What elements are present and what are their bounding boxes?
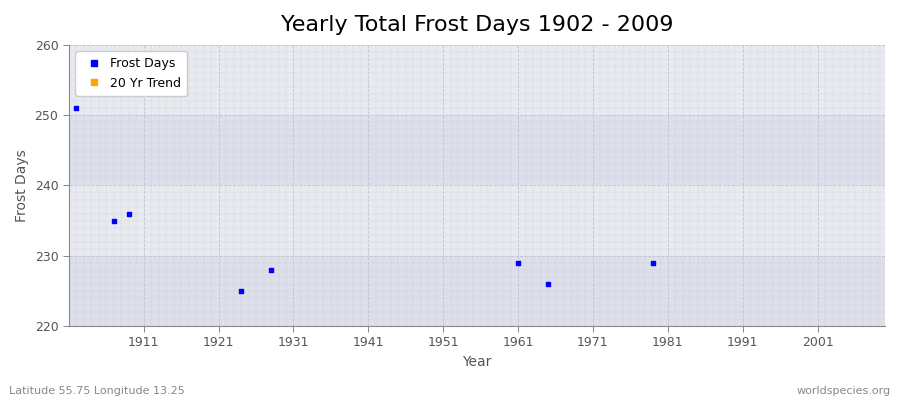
Title: Yearly Total Frost Days 1902 - 2009: Yearly Total Frost Days 1902 - 2009 — [281, 15, 673, 35]
Point — [69, 105, 84, 111]
Y-axis label: Frost Days: Frost Days — [15, 149, 29, 222]
Point — [234, 288, 248, 294]
Point — [541, 281, 555, 287]
Text: Latitude 55.75 Longitude 13.25: Latitude 55.75 Longitude 13.25 — [9, 386, 184, 396]
Bar — [68, 256, 885, 326]
Point — [264, 266, 278, 273]
X-axis label: Year: Year — [463, 355, 491, 369]
Text: worldspecies.org: worldspecies.org — [796, 386, 891, 396]
Point — [645, 260, 660, 266]
Point — [122, 210, 136, 217]
Legend: Frost Days, 20 Yr Trend: Frost Days, 20 Yr Trend — [75, 51, 187, 96]
Point — [511, 260, 526, 266]
Point — [106, 218, 121, 224]
Bar — [68, 115, 885, 186]
